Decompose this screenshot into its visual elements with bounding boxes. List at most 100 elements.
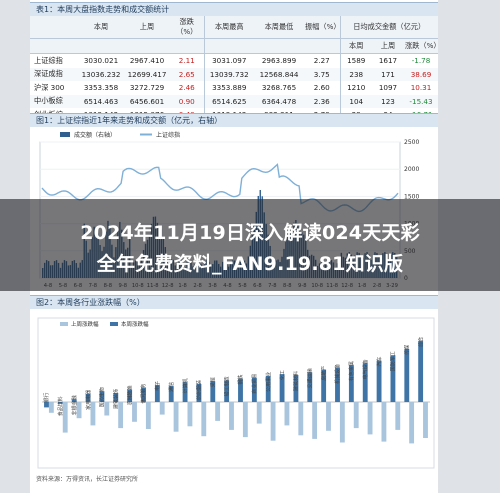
table-cell: 2.11	[178, 56, 195, 66]
industry-label: 传媒	[404, 345, 411, 355]
industry-label: 有色金属	[348, 361, 355, 381]
plot-area	[37, 317, 435, 469]
this-week-bar	[238, 378, 243, 402]
table-cell: 12699.417	[124, 67, 170, 81]
last-week-bar	[90, 402, 96, 426]
table-cell: 3353.358	[83, 83, 119, 93]
industry-label: 电子	[154, 381, 161, 391]
industry-label: 建筑装饰	[113, 389, 120, 409]
last-week-bar	[118, 402, 124, 429]
table-cell: 171	[372, 67, 404, 81]
industry-label: 国防军工	[390, 351, 397, 371]
subhead-blank	[203, 38, 254, 54]
this-week-bar	[251, 377, 257, 402]
row-label: 沪深 300	[34, 82, 65, 92]
subhead-blank	[78, 38, 124, 54]
col-head-low: 本周最低	[254, 16, 304, 39]
last-week-bar	[395, 402, 401, 430]
industry-label: 食品饮料	[57, 396, 64, 416]
this-week-bar	[293, 375, 299, 402]
row-label: 中小板综	[30, 94, 78, 108]
legend-swatch-this	[110, 322, 118, 326]
this-week-bar	[127, 389, 133, 402]
legend-label: 上证综指	[156, 131, 180, 139]
banner-line-2: 全年免费资料_FAN9.19.81知识版	[96, 253, 404, 275]
industry-label: 公用事业	[265, 372, 272, 392]
last-week-bar	[256, 402, 262, 424]
row-label: 深证成指	[30, 67, 78, 81]
chart2-title: 图2：本周各行业涨跌幅（%）	[30, 295, 438, 309]
y-tick-label: 2500	[404, 139, 419, 146]
industry-label: 纺织服装	[196, 380, 203, 400]
y-tick-label: 2000	[404, 166, 419, 173]
table-cell: 2.36	[304, 94, 340, 108]
industry-change-chart: 上周涨跌幅 本周涨跌幅 银行 食品饮料 非银金融 家用电器 医药生物 建筑装饰 农林牧渔 休闲服务…	[30, 310, 438, 470]
col-head-turnover: 日均成交金额（亿元）	[339, 16, 438, 39]
col-head-change: 涨跌（%）	[170, 16, 204, 39]
table-row: 深证成指 13036.232 12699.417 2.65 13039.732 12568…	[30, 67, 438, 81]
last-week-bar	[104, 402, 110, 416]
industry-label: 计算机	[182, 378, 189, 393]
industry-label: 交通运输	[307, 368, 314, 388]
last-week-bar	[312, 402, 318, 439]
industry-label: 休闲服务	[140, 384, 147, 404]
last-week-bar	[132, 402, 137, 422]
industry-label: 采掘	[210, 377, 217, 387]
last-week-bar	[76, 402, 82, 419]
source-note: 资料来源：万得资讯，长江证券研究所	[36, 476, 139, 483]
legend-label: 成交额（右轴）	[74, 131, 116, 139]
industry-label: 轻工制造	[223, 376, 230, 396]
table-cell: 6514.463	[78, 94, 124, 108]
last-week-bar	[270, 402, 276, 441]
legend-swatch-turnover	[60, 132, 70, 137]
table-cell: 3268.765	[261, 83, 297, 93]
headline-banner: 2024年11月19日深入解读024天天彩 全年免费资料_FAN9.19.81知…	[0, 199, 500, 291]
industry-label: 钢铁	[237, 375, 244, 385]
table-cell: 12568.844	[254, 67, 304, 81]
table-cell: 1589	[339, 53, 372, 68]
table-cell: 2.60	[313, 83, 330, 93]
table-cell: 6514.625	[203, 94, 254, 108]
this-week-bar	[321, 369, 327, 402]
this-week-bar	[307, 372, 313, 402]
table-row: 沪深 300 3353.358 3272.729 2.46 3353.889 3268.7…	[30, 81, 438, 95]
this-week-bar	[57, 402, 63, 404]
row-label: 上证综指	[34, 55, 63, 65]
table-cell: 2.65	[170, 67, 204, 81]
last-week-bar	[48, 402, 54, 413]
index-table: 本周 上周 涨跌（%） 本周最高 本周最低 振幅（%） 日均成交金额（亿元） 本…	[30, 16, 441, 122]
banner-line-1: 2024年11月19日深入解读024天天彩	[80, 222, 420, 244]
last-week-bar	[353, 402, 359, 429]
col-head-high: 本周最高	[203, 16, 254, 39]
last-week-bar	[242, 402, 248, 438]
subhead-blank	[124, 38, 170, 54]
table-cell: -15.43	[404, 94, 438, 108]
table-cell: 1617	[378, 56, 398, 66]
industry-label: 银行	[43, 393, 50, 403]
this-week-bar	[71, 399, 77, 402]
table-cell: 13036.232	[78, 67, 124, 81]
chart1-title: 图1：上证综指近1年来走势和成交额（亿元，右轴）	[30, 113, 438, 127]
this-week-bar	[390, 355, 396, 402]
industry-label: 非银金融	[71, 395, 78, 415]
this-week-bar	[279, 374, 285, 402]
table1-title: 表1：本周大盘指数走势和成交额统计	[30, 2, 438, 16]
table-cell: 3353.889	[203, 81, 254, 95]
last-week-bar	[173, 402, 179, 432]
table-row: 上证综指 3030.021 2967.410 2.11 3031.097 2963.899…	[30, 53, 438, 68]
table1-corner	[30, 16, 78, 39]
this-week-bar	[376, 360, 382, 402]
industry-label: 电气设备	[362, 359, 369, 379]
last-week-bar	[187, 402, 193, 427]
table-cell: 2.46	[178, 83, 195, 93]
table-cell: 10.31	[410, 83, 432, 93]
industry-label: 通信	[168, 382, 175, 392]
table-cell: 13039.732	[203, 67, 254, 81]
this-week-bar	[362, 363, 368, 402]
last-week-bar	[201, 402, 207, 437]
subhead-blank	[254, 38, 304, 54]
industry-label: 综合	[417, 337, 424, 347]
last-week-bar	[159, 402, 165, 415]
table-cell: 3030.021	[83, 56, 119, 66]
table-row: 中小板综 6514.463 6456.601 0.90 6514.625 6364.478…	[30, 94, 438, 108]
